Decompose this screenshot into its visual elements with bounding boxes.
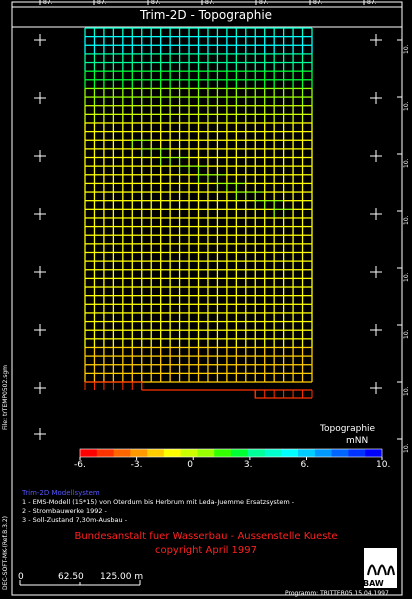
coordinate-cross <box>34 34 46 46</box>
coordinate-cross <box>370 382 382 394</box>
scale-label: 125.00 m <box>100 572 144 582</box>
coordinate-cross <box>370 266 382 278</box>
grid-edge <box>85 381 312 399</box>
colorbar-swatch <box>331 449 349 457</box>
colorbar-swatch <box>365 449 383 457</box>
colorbar-swatch <box>180 449 198 457</box>
colorbar-tick-label: 6. <box>300 460 310 470</box>
coordinate-crosses <box>34 34 382 440</box>
colorbar-swatch <box>314 449 332 457</box>
colorbar-swatch <box>197 449 215 457</box>
scale-bar <box>19 580 141 586</box>
colorbar-tick-label: 0 <box>187 460 193 470</box>
legend-item: 1 - EMS-Modell (15*15) von Oterdum bis H… <box>22 498 295 506</box>
right-tick-label: 10. <box>403 44 410 54</box>
file-info: File: trTEMP0502.sgm <box>2 365 9 430</box>
colorbar-swatch <box>80 449 98 457</box>
legend-title: Trim-2D Modellsystem <box>22 489 100 497</box>
right-tick-label: 10. <box>403 443 410 453</box>
coordinate-cross <box>34 324 46 336</box>
baw-logo <box>364 548 397 588</box>
right-tick-label: 10. <box>403 329 410 339</box>
right-tick-label: 10. <box>403 215 410 225</box>
top-tick-label: 87. <box>43 0 53 6</box>
legend-item: 2 - Strombauwerke 1992 - <box>22 507 107 515</box>
right-tick-label: 10. <box>403 158 410 168</box>
coordinate-cross <box>370 92 382 104</box>
colorbar-swatch <box>113 449 131 457</box>
right-tick-label: 10. <box>403 386 410 396</box>
right-tick-label: 10. <box>403 101 410 111</box>
institution-name: Bundesanstalt fuer Wasserbau - Aussenste… <box>74 531 338 542</box>
coordinate-cross <box>370 150 382 162</box>
top-tick-label: 87. <box>151 0 161 6</box>
scale-label: 62.50 <box>58 572 84 582</box>
colorbar-unit: mNN <box>346 436 369 446</box>
colorbar-tick-label: -6. <box>74 460 86 470</box>
coordinate-cross <box>370 324 382 336</box>
colorbar-swatch <box>247 449 265 457</box>
scale-label: 0 <box>18 572 24 582</box>
top-tick-label: 87. <box>97 0 107 6</box>
right-axis-ticks <box>397 39 402 440</box>
coordinate-cross <box>370 34 382 46</box>
colorbar-swatch <box>147 449 165 457</box>
colorbar-swatch <box>214 449 232 457</box>
colorbar-swatch <box>231 449 249 457</box>
colorbar-tick-label: 3. <box>243 460 253 470</box>
coordinate-cross <box>34 428 46 440</box>
right-tick-label: 10. <box>403 272 410 282</box>
colorbar-swatch <box>348 449 366 457</box>
coordinate-cross <box>34 92 46 104</box>
colorbar-swatch <box>96 449 114 457</box>
colorbar-swatch <box>163 449 181 457</box>
program-info: Programm: TRITTER05 15.04.1997 <box>285 590 389 597</box>
coordinate-cross <box>370 208 382 220</box>
topography-colorbar <box>79 448 383 460</box>
top-tick-label: 87. <box>259 0 269 6</box>
colorbar-swatch <box>130 449 148 457</box>
top-axis-ticks <box>39 0 365 5</box>
colorbar-tick-label: -3. <box>130 460 143 470</box>
top-tick-label: 87. <box>313 0 323 6</box>
coordinate-cross <box>34 266 46 278</box>
legend-item: 3 - Soll-Zustand 7,30m-Ausbau - <box>22 516 128 524</box>
software-info: DEC-SOFT-MK-(Ref.B.3.2) <box>2 516 9 590</box>
colorbar-swatch <box>264 449 282 457</box>
copyright-text: copyright April 1997 <box>154 545 258 556</box>
colorbar-swatch <box>298 449 316 457</box>
colorbar-title: Topographie <box>320 424 376 434</box>
top-tick-label: 87. <box>205 0 215 6</box>
top-tick-label: 87. <box>367 0 377 6</box>
coordinate-cross <box>34 150 46 162</box>
colorbar-border <box>79 448 383 458</box>
map-title: Trim-2D - Topographie <box>139 8 273 22</box>
title-bar <box>11 6 403 28</box>
coordinate-cross <box>34 382 46 394</box>
colorbar-swatch <box>281 449 299 457</box>
coordinate-cross <box>34 208 46 220</box>
logo-text: BAW <box>363 579 384 588</box>
topography-grid <box>84 27 313 399</box>
colorbar-tick-label: 10. <box>376 460 391 470</box>
